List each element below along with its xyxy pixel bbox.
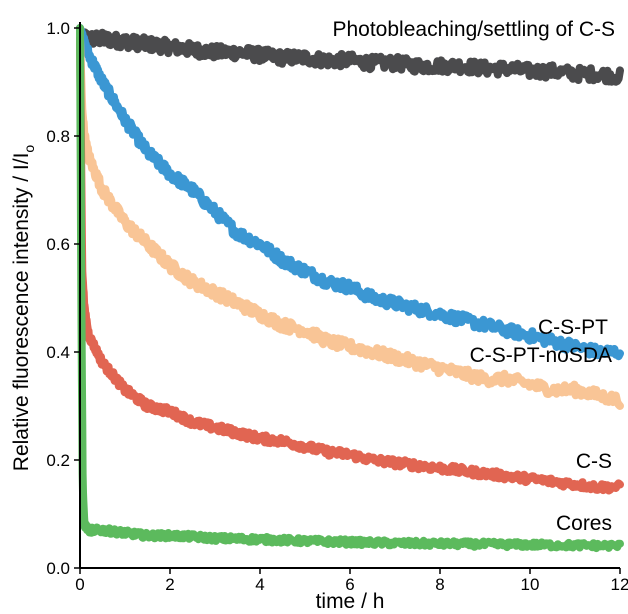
ticks-layer: 0 2 4 6 8 10 12 0.0 0.2 0.4 0.6 0.8 1.0: [46, 19, 628, 594]
series-line-0: [76, 28, 624, 86]
series-line-1: [76, 24, 624, 361]
x-tick-label: 2: [165, 575, 174, 594]
series-labels-layer: Photobleaching/settling of C-S C-S-PT C-S-…: [332, 18, 615, 535]
series-label-2: C-S-PT-noSDA: [470, 344, 612, 367]
series-label-4: Cores: [556, 512, 612, 535]
series-label-1: C-S-PT: [538, 316, 608, 339]
y-tick-label: 0.8: [46, 127, 70, 146]
x-tick-label: 6: [345, 575, 354, 594]
y-axis-title: Relative fluorescence intensity / I/Io: [10, 145, 37, 472]
x-tick-label: 12: [611, 575, 628, 594]
series-line-2: [76, 34, 624, 410]
y-tick-label: 0.2: [46, 451, 70, 470]
x-tick-label: 0: [75, 575, 84, 594]
series-line-4: [76, 24, 624, 553]
x-axis-title: time / h: [316, 590, 385, 613]
y-tick-label: 0.6: [46, 235, 70, 254]
series-layer: [76, 24, 624, 553]
x-tick-label: 4: [255, 575, 264, 594]
axes-layer: [79, 22, 620, 569]
y-tick-label: 1.0: [46, 19, 70, 38]
series-label-0: Photobleaching/settling of C-S: [332, 18, 615, 41]
y-tick-label: 0.0: [46, 559, 70, 578]
y-axis-title-main: Relative fluorescence intensity / I/I: [10, 153, 33, 472]
series-label-3: C-S: [576, 450, 612, 473]
y-axis-title-subscript: o: [21, 145, 37, 153]
x-tick-label: 8: [435, 575, 444, 594]
series-line-3: [76, 34, 624, 495]
y-tick-label: 0.4: [46, 343, 70, 362]
x-tick-label: 10: [521, 575, 540, 594]
